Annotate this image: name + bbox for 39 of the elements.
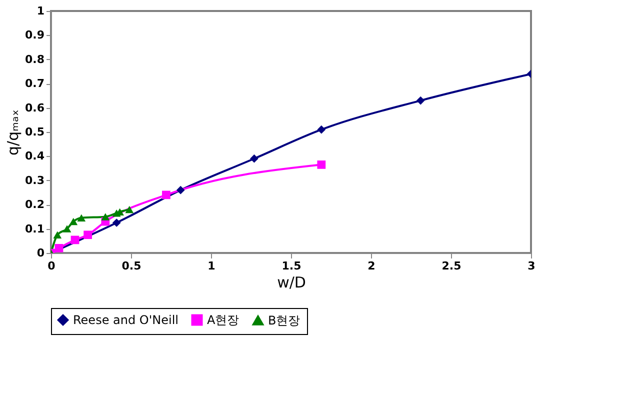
y-tick-label: 0.9 [25, 28, 44, 42]
y-tick-label: 0 [36, 246, 45, 260]
y-axis-title: q/qₘₐₓ [4, 110, 22, 156]
y-tick-label: 0.1 [25, 222, 44, 236]
y-tick-label: 0.6 [25, 101, 45, 114]
point [250, 154, 258, 163]
x-axis-title: w/D [277, 274, 306, 292]
x-tick-label: 2.5 [442, 260, 462, 272]
y-tick-label: 0.4 [25, 150, 45, 163]
point [53, 231, 62, 238]
point [77, 214, 86, 222]
x-tick-label: 2 [368, 260, 376, 272]
point [162, 190, 170, 200]
point [84, 230, 92, 240]
point [62, 225, 72, 232]
x-tick-label: 3 [528, 260, 536, 272]
y-tick-label: 0.7 [25, 77, 44, 90]
point [176, 186, 185, 194]
point [54, 244, 64, 252]
point [416, 96, 425, 105]
point [125, 206, 134, 214]
y-tick-label: 0.2 [25, 198, 44, 212]
x-tick-label: 0 [48, 260, 56, 272]
point [317, 160, 326, 169]
point [101, 213, 110, 220]
x-tick-label: 0.5 [122, 260, 142, 272]
x-tick-label: 1.5 [282, 260, 302, 272]
y-tick-label: 0.8 [25, 52, 44, 66]
x-tick-label: 1 [208, 260, 216, 272]
point [70, 236, 80, 244]
point [317, 125, 326, 134]
y-tick-label: 0.5 [25, 126, 44, 138]
y-tick-label: 1 [36, 4, 44, 18]
legend-label: B현장 [268, 313, 300, 328]
point [69, 218, 78, 226]
legend-label: A현장 [207, 313, 240, 327]
legend-label: Reese and O'Neill [73, 313, 179, 327]
y-tick-label: 0.3 [25, 174, 44, 187]
point [112, 218, 121, 227]
